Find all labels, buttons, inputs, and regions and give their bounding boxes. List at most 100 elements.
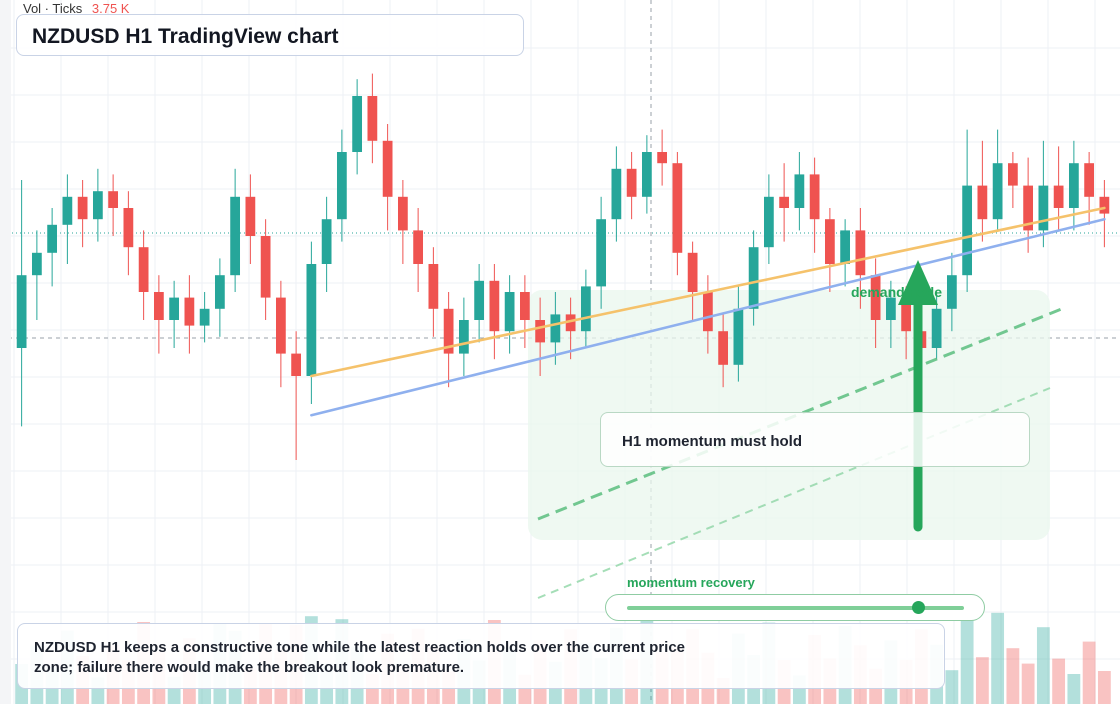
analysis-caption: NZDUSD H1 keeps a constructive tone whil… <box>34 639 686 676</box>
candle-body <box>794 174 805 208</box>
momentum-slider-label: momentum recovery <box>627 575 755 590</box>
chart-title-box: NZDUSD H1 TradingView chart <box>16 14 524 56</box>
candle-body <box>474 280 485 320</box>
up-arrow-head <box>898 260 938 305</box>
analysis-caption-box: NZDUSD H1 keeps a constructive tone whil… <box>17 623 945 689</box>
candle-body <box>443 308 454 354</box>
candle-body <box>611 168 622 220</box>
candle-body <box>1023 185 1034 231</box>
candle-body <box>687 252 698 292</box>
volume-bar <box>1021 663 1035 704</box>
demand-zone-label: demand node <box>851 284 943 300</box>
candle-body <box>1053 185 1064 208</box>
candle-body <box>840 230 851 264</box>
candle-body <box>306 264 317 376</box>
candle-body <box>108 191 119 208</box>
candle-body <box>245 196 256 236</box>
candle-body <box>535 320 546 343</box>
volume-bar <box>1052 658 1066 704</box>
candle-body <box>702 292 713 332</box>
candle-body <box>550 314 561 343</box>
volume-bar <box>1036 627 1050 704</box>
candle-body <box>489 280 500 332</box>
candle-body <box>1099 196 1110 214</box>
candle-body <box>382 140 393 197</box>
momentum-note-text: H1 momentum must hold <box>622 433 803 450</box>
candle-body <box>748 247 759 309</box>
candle-body <box>153 292 164 320</box>
slider-track[interactable] <box>627 606 964 610</box>
volume-indicator-label: Vol · Ticks 3.75 K <box>23 1 129 16</box>
left-scale-strip <box>0 0 11 704</box>
candle-body <box>931 308 942 348</box>
candle-body <box>31 252 42 276</box>
candle-body <box>214 275 225 309</box>
candle-body <box>946 275 957 309</box>
chart-title: NZDUSD H1 TradingView chart <box>32 25 339 48</box>
trendline-orange <box>310 206 1106 378</box>
volume-bar <box>1067 674 1081 704</box>
candle-body <box>824 219 835 264</box>
candle-body <box>336 152 347 220</box>
candle-body <box>870 275 881 320</box>
volume-bar <box>1097 671 1111 704</box>
candle-body <box>138 247 149 292</box>
candle-body <box>504 292 515 332</box>
candle-body <box>596 219 607 287</box>
candle-body <box>641 152 652 197</box>
momentum-note-box: H1 momentum must hold <box>600 412 1030 467</box>
candle-body <box>657 152 668 164</box>
volume-indicator-value: 3.75 K <box>91 1 130 16</box>
candle-body <box>413 230 424 264</box>
candle-body <box>901 297 912 332</box>
candle-body <box>47 224 58 253</box>
candle-body <box>169 297 180 320</box>
candle-body <box>519 292 530 320</box>
candle-body <box>977 185 988 220</box>
candle-body <box>885 297 896 320</box>
trendlines <box>310 206 1106 599</box>
candle-body <box>16 275 27 348</box>
candle-body <box>321 219 332 264</box>
candle-body <box>92 191 103 220</box>
volume-bar <box>945 670 959 704</box>
slider-knob[interactable] <box>912 601 925 614</box>
candle-body <box>763 196 774 248</box>
candle-body <box>718 331 729 365</box>
candle-body <box>1038 185 1049 231</box>
candle-body <box>123 208 134 248</box>
candle-body <box>458 320 469 354</box>
candle-body <box>855 230 866 276</box>
candle-body <box>1007 163 1018 186</box>
momentum-slider[interactable] <box>605 594 985 621</box>
volume-bar <box>1006 648 1020 704</box>
candle-body <box>367 96 378 141</box>
volume-indicator-name: Vol · Ticks <box>23 1 83 16</box>
candle-body <box>626 168 637 197</box>
candle-body <box>199 308 210 326</box>
candle-body <box>230 196 241 276</box>
candle-body <box>428 264 439 309</box>
candle-body <box>260 236 271 298</box>
volume-bar <box>1082 641 1096 704</box>
candle-body <box>992 163 1003 220</box>
candle-body <box>184 297 195 326</box>
candle-body <box>565 314 576 332</box>
volume-bar <box>991 612 1005 704</box>
candle-body <box>672 163 683 253</box>
candle-body <box>1084 163 1095 197</box>
candle-body <box>77 196 88 220</box>
candle-body <box>397 196 408 231</box>
candle-body <box>580 286 591 332</box>
candle-body <box>962 185 973 276</box>
candle-body <box>62 196 73 225</box>
candle-body <box>779 196 790 208</box>
volume-bar <box>975 657 989 704</box>
candle-body <box>291 353 302 376</box>
trendline-blue <box>310 217 1106 417</box>
candle-body <box>809 174 820 220</box>
volume-bar <box>960 613 974 704</box>
candle-body <box>1068 163 1079 208</box>
candle-body <box>352 96 363 152</box>
candle-body <box>733 308 744 365</box>
